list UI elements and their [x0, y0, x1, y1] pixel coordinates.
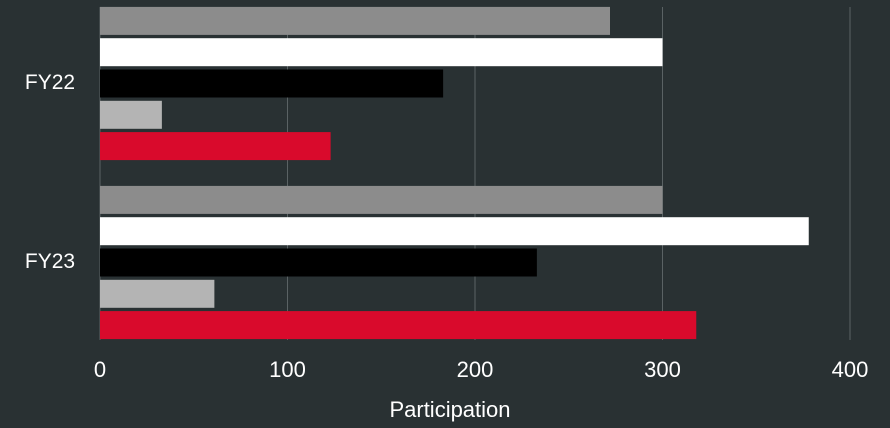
bar: [100, 248, 537, 277]
category-label: FY23: [25, 250, 75, 273]
bar: [100, 279, 215, 308]
x-tick-label: 200: [457, 357, 494, 382]
x-tick-label: 400: [832, 357, 869, 382]
x-tick-label: 300: [644, 357, 681, 382]
bar: [100, 132, 331, 161]
x-tick-label: 100: [269, 357, 306, 382]
bar: [100, 311, 697, 340]
bar: [100, 100, 162, 129]
bar: [100, 6, 610, 35]
bar: [100, 69, 444, 98]
x-tick-label: 0: [94, 357, 106, 382]
category-label: FY22: [25, 71, 75, 94]
x-axis-title: Participation: [389, 397, 510, 422]
bar: [100, 38, 663, 67]
bar: [100, 217, 809, 246]
bar: [100, 185, 663, 214]
